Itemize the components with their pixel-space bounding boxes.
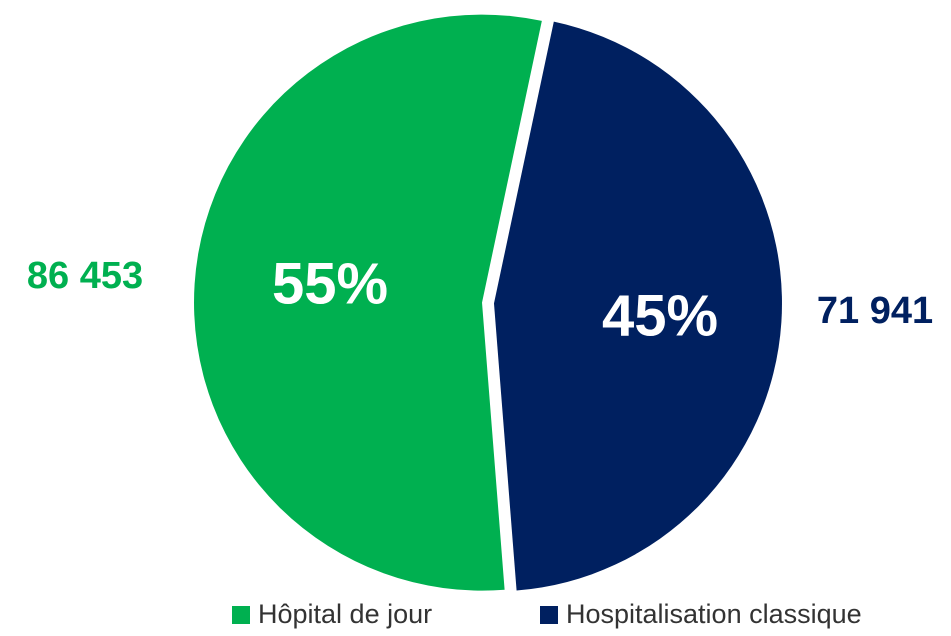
value-label: 86 453 (27, 255, 143, 297)
legend-swatch (540, 606, 558, 624)
pie-slice (194, 14, 542, 591)
pie-slice (493, 21, 782, 591)
legend-label: Hôpital de jour (258, 599, 432, 629)
percent-label: 45% (602, 283, 718, 348)
percent-label: 55% (272, 251, 388, 316)
value-label: 71 941 (817, 290, 933, 332)
legend-swatch (232, 606, 250, 624)
legend-label: Hospitalisation classique (566, 599, 862, 629)
